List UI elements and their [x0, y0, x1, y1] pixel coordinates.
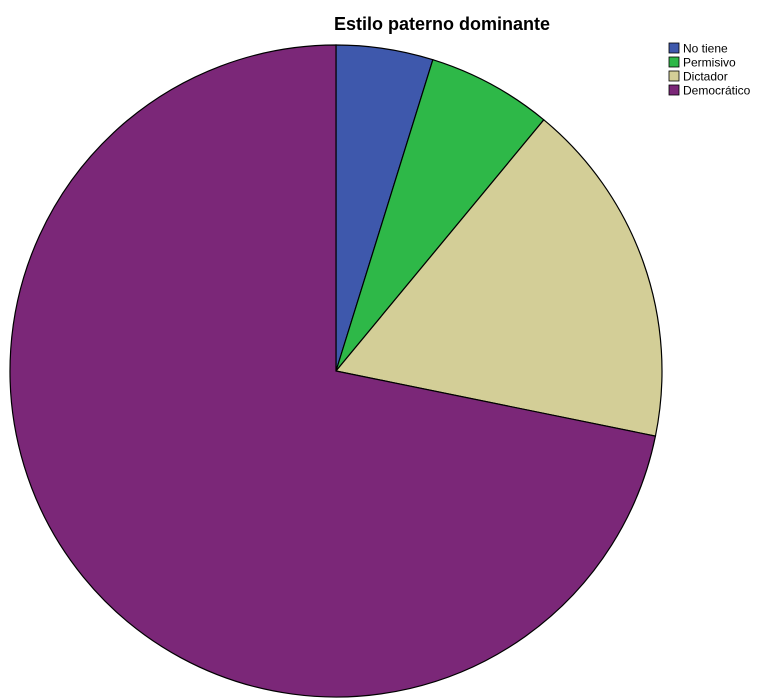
legend-label: Democrático [683, 84, 751, 98]
pie-slices [9, 44, 663, 698]
legend-swatch [668, 70, 680, 82]
legend-label: Dictador [683, 70, 728, 84]
legend-swatch [668, 56, 680, 68]
legend-label: Permisivo [683, 56, 736, 70]
legend-swatch [668, 84, 680, 96]
pie-slice-dictador [334, 118, 663, 437]
chart-title: Estilo paterno dominante [334, 14, 550, 34]
pie-slice-permisivo [335, 58, 545, 372]
legend-label: No tiene [683, 42, 728, 56]
legend-swatch [668, 42, 680, 54]
pie-slice-democr-tico [9, 44, 657, 698]
